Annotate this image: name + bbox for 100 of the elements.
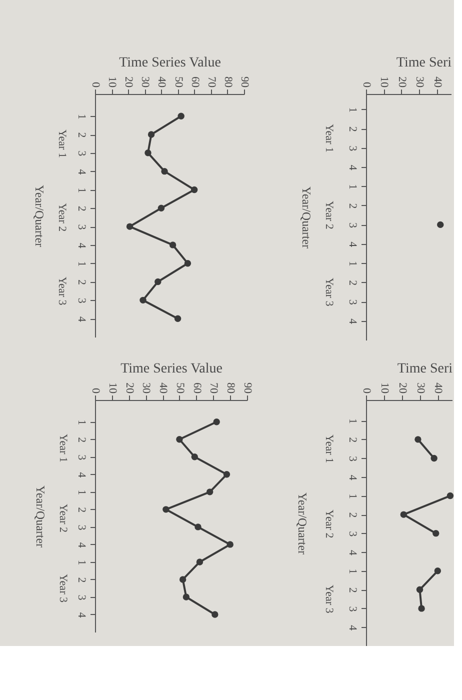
point <box>196 558 204 566</box>
y-tick-label: 2 <box>76 437 88 443</box>
y-tick-label: 1 <box>346 107 358 113</box>
y-tick-label: 4 <box>76 169 88 176</box>
y-axis-title: Year/Quarter <box>32 184 46 248</box>
y-tick-label: 4 <box>346 474 358 481</box>
x-tick-label: 10 <box>106 382 118 394</box>
y-tick-label: 3 <box>76 524 88 531</box>
x-tick-label: 0 <box>90 82 102 88</box>
y-axis-title: Year/Quarter <box>300 186 314 249</box>
y-tick-label: 4 <box>76 316 88 322</box>
y-tick-label: 2 <box>76 206 88 212</box>
y-tick-label: 1 <box>76 114 88 120</box>
y-tick-label: 3 <box>346 299 358 306</box>
y-tick-label: 1 <box>346 260 358 266</box>
point <box>416 586 424 594</box>
y-tick-label: 2 <box>76 280 88 286</box>
point <box>162 506 170 513</box>
x-tick-label: 40 <box>157 382 170 394</box>
y-tick-label: 3 <box>346 531 358 538</box>
x-tick-label: 30 <box>414 382 426 394</box>
y-tick-label: 1 <box>76 490 88 496</box>
y-tick-label: 4 <box>346 242 358 248</box>
x-tick-label: 20 <box>123 382 136 394</box>
point <box>140 296 146 304</box>
point <box>400 511 407 518</box>
y-tick-label: 3 <box>346 146 358 152</box>
x-tick-label: 60 <box>190 382 203 394</box>
text: Year 3 <box>323 584 335 614</box>
y-tick-label: 1 <box>76 187 88 193</box>
x-tick-label: 60 <box>188 76 201 88</box>
y-tick-label: 1 <box>346 184 358 190</box>
text: Year 1 <box>323 124 335 152</box>
y-axis-title: Year/Quarter <box>296 492 310 555</box>
x-tick-label: 90 <box>238 76 250 88</box>
x-tick-label: 20 <box>396 382 408 394</box>
y-tick-label: 2 <box>76 577 88 583</box>
point <box>430 454 438 462</box>
y-tick-label: 1 <box>346 494 358 500</box>
x-tick-label: 40 <box>431 76 444 88</box>
point <box>174 315 182 322</box>
x-tick-label: 40 <box>432 382 444 394</box>
y-tick-label: 4 <box>346 624 358 631</box>
text: Year 3 <box>323 278 335 307</box>
y-tick-label: 1 <box>76 261 88 267</box>
point <box>126 223 134 230</box>
point <box>194 524 202 530</box>
point <box>418 605 425 612</box>
x-axis-title: Time Series Value <box>120 362 222 376</box>
text: Year 2 <box>57 504 69 532</box>
text: Year 3 <box>57 574 69 603</box>
y-tick-label: 3 <box>76 224 88 230</box>
x-tick-label: 10 <box>106 76 118 88</box>
y-tick-label: 1 <box>346 568 358 574</box>
y-tick-label: 2 <box>346 203 358 209</box>
point <box>434 568 442 574</box>
y-axis-title: Year/Quarter <box>34 485 48 548</box>
y-tick-label: 1 <box>346 418 358 424</box>
x-tick-label: 40 <box>156 76 168 88</box>
point <box>179 576 186 583</box>
y-tick-label: 3 <box>76 298 88 304</box>
y-tick-label: 3 <box>76 150 88 157</box>
x-tick-label: 30 <box>140 382 152 394</box>
point <box>446 492 454 500</box>
x-tick-label: 0 <box>360 388 372 394</box>
point <box>158 204 165 212</box>
y-tick-label: 1 <box>76 420 88 426</box>
x-tick-label: 20 <box>396 76 408 88</box>
x-tick-label: 70 <box>208 382 220 394</box>
point <box>213 418 220 426</box>
point <box>144 150 152 156</box>
y-tick-label: 3 <box>76 594 88 601</box>
point <box>182 594 190 600</box>
point <box>226 541 234 548</box>
x-tick-label: 50 <box>174 382 186 394</box>
point <box>212 611 218 618</box>
point <box>161 168 168 175</box>
text: Year 2 <box>56 203 68 232</box>
y-tick-label: 2 <box>346 512 358 518</box>
point <box>176 436 183 443</box>
text: Year 1 <box>56 129 68 158</box>
point <box>414 436 422 443</box>
x-tick-label: 30 <box>414 76 426 88</box>
text: Year 3 <box>56 276 68 306</box>
y-tick-label: 3 <box>76 454 88 461</box>
y-tick-label: 2 <box>346 587 358 593</box>
x-tick-label: 80 <box>222 76 234 88</box>
text: Year 1 <box>323 434 335 464</box>
y-tick-label: 2 <box>346 437 358 443</box>
text: Year 2 <box>323 200 335 230</box>
y-tick-label: 4 <box>76 542 88 548</box>
y-tick-label: 3 <box>346 606 358 612</box>
point <box>191 454 198 460</box>
x-tick-label: 30 <box>139 76 152 88</box>
point <box>148 131 155 138</box>
y-tick-label: 1 <box>76 560 88 566</box>
y-tick-label: 4 <box>346 318 358 325</box>
x-axis-title: Time Seri <box>397 362 453 376</box>
x-tick-label: 10 <box>378 382 390 394</box>
y-tick-label: 4 <box>346 164 358 171</box>
